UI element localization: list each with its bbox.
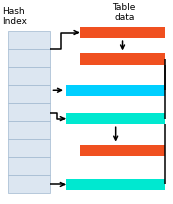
FancyBboxPatch shape <box>66 113 165 124</box>
FancyBboxPatch shape <box>8 121 51 139</box>
FancyBboxPatch shape <box>8 103 51 121</box>
FancyBboxPatch shape <box>8 67 51 85</box>
FancyBboxPatch shape <box>8 49 51 67</box>
FancyBboxPatch shape <box>80 53 165 64</box>
FancyBboxPatch shape <box>8 175 51 193</box>
FancyBboxPatch shape <box>8 85 51 103</box>
Text: Hash
Index: Hash Index <box>2 7 27 26</box>
FancyBboxPatch shape <box>8 139 51 157</box>
FancyBboxPatch shape <box>80 145 165 156</box>
FancyBboxPatch shape <box>66 85 165 96</box>
FancyBboxPatch shape <box>8 31 51 49</box>
FancyBboxPatch shape <box>80 27 165 38</box>
FancyBboxPatch shape <box>66 179 165 190</box>
FancyBboxPatch shape <box>8 157 51 175</box>
Text: Table
data: Table data <box>113 3 136 22</box>
